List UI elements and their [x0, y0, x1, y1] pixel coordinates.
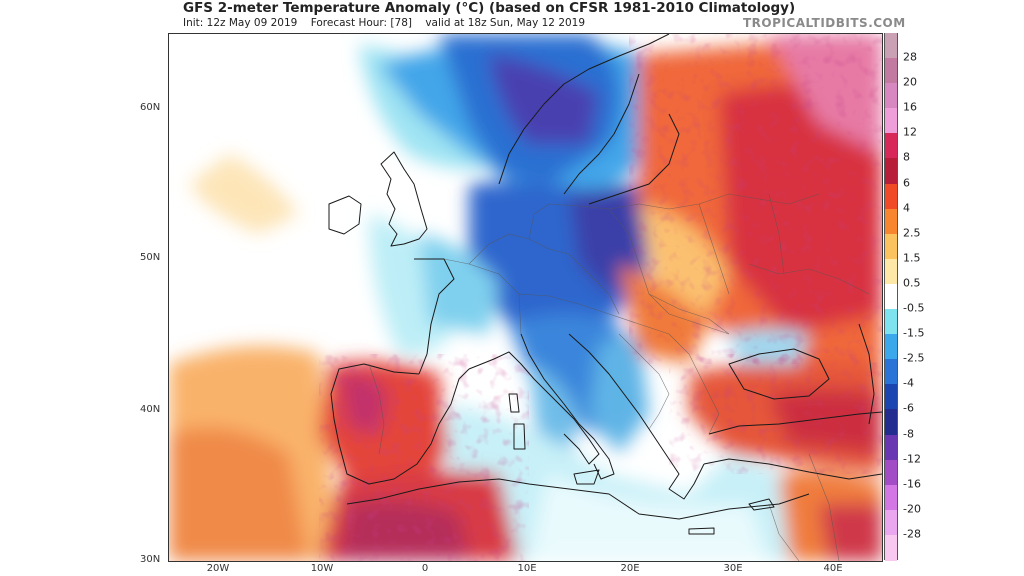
colorbar-segment: [885, 133, 897, 160]
colorbar-segment: [885, 434, 897, 461]
colorbar-segment: [885, 33, 897, 60]
map-title: GFS 2-meter Temperature Anomaly (°C) (ba…: [183, 0, 796, 16]
colorbar-segment: [885, 309, 897, 336]
init-time: Init: 12z May 09 2019: [183, 17, 298, 29]
colorbar-segment: [885, 384, 897, 411]
colorbar-segment: [885, 208, 897, 235]
colorbar-legend: [884, 33, 898, 561]
lon-label-20e: 20E: [620, 563, 640, 574]
run-info: Init: 12z May 09 2019 Forecast Hour: [78…: [183, 17, 595, 29]
colorbar-label: 1.5: [903, 251, 921, 265]
country-borders: [368, 193, 870, 561]
colorbar-label: 12: [903, 125, 917, 139]
lon-label-20w: 20W: [206, 563, 230, 574]
colorbar-label: -12: [903, 452, 921, 466]
colorbar-segment: [885, 359, 897, 386]
colorbar-segment: [885, 283, 897, 311]
lon-label-10w: 10W: [310, 563, 334, 574]
colorbar-label: 28: [903, 50, 917, 64]
turkey-texture: [669, 354, 882, 474]
anomaly-map[interactable]: [168, 33, 883, 562]
colorbar-label: 0.5: [903, 276, 921, 290]
colorbar-label: -20: [903, 502, 921, 516]
colorbar-label: -4: [903, 376, 914, 390]
colorbar-label: -8: [903, 427, 914, 441]
lon-label-40e: 40E: [823, 563, 843, 574]
brand-watermark: TROPICALTIDBITS.COM: [743, 16, 906, 30]
iberia-africa-texture: [319, 354, 529, 561]
lon-label-0: 0: [421, 563, 429, 574]
colorbar-label: -0.5: [903, 301, 925, 315]
colorbar-segment: [885, 83, 897, 110]
colorbar-label: 2.5: [903, 226, 921, 240]
colorbar-segment: [885, 183, 897, 210]
colorbar-segment: [885, 334, 897, 361]
colorbar-label: 6: [903, 176, 910, 190]
colorbar-label: 8: [903, 150, 910, 164]
lat-label-60n: 60N: [140, 102, 161, 113]
colorbar-segment: [885, 108, 897, 135]
colorbar-segment: [885, 58, 897, 85]
colorbar-segment: [885, 158, 897, 185]
lat-label-30n: 30N: [140, 554, 161, 565]
valid-time: valid at 18z Sun, May 12 2019: [425, 17, 586, 29]
lon-label-10e: 10E: [517, 563, 537, 574]
colorbar-label: -16: [903, 477, 921, 491]
colorbar-label: -2.5: [903, 351, 925, 365]
colorbar-label: -28: [903, 527, 921, 541]
colorbar-label: 20: [903, 75, 917, 89]
colorbar-label: 4: [903, 201, 910, 215]
colorbar-segment: [885, 534, 897, 561]
colorbar-segment: [885, 459, 897, 486]
colorbar-label: -6: [903, 401, 914, 415]
forecast-hour: Forecast Hour: [78]: [310, 17, 412, 29]
lon-label-30e: 30E: [723, 563, 743, 574]
colorbar-label: -1.5: [903, 326, 925, 340]
colorbar-segment: [885, 484, 897, 511]
colorbar-segment: [885, 233, 897, 260]
colorbar-segment: [885, 258, 897, 285]
colorbar-segment: [885, 509, 897, 536]
coastlines: [328, 34, 882, 535]
anomaly-map-canvas: [169, 34, 882, 561]
colorbar-label: 16: [903, 100, 917, 114]
lat-label-40n: 40N: [140, 404, 161, 415]
lat-label-50n: 50N: [140, 252, 161, 263]
colorbar-segment: [885, 409, 897, 436]
east-europe-texture: [629, 34, 882, 364]
